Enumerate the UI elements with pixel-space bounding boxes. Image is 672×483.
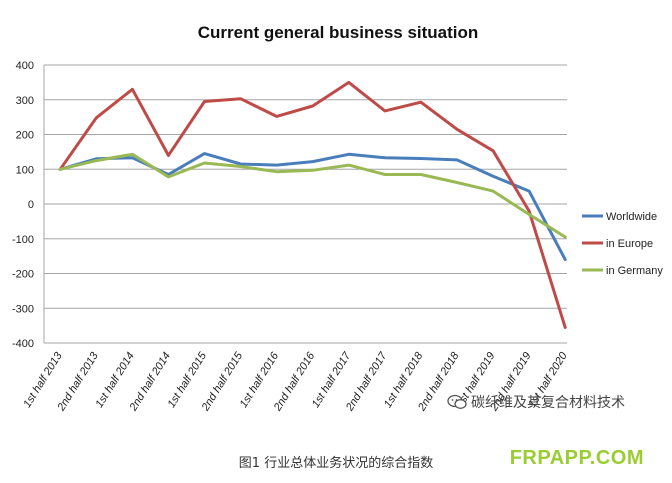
y-tick-label: -400	[12, 338, 34, 350]
legend-label: in Germany	[606, 265, 663, 277]
legend: Worldwide in Europe in Germany	[582, 211, 663, 277]
series-line-3	[58, 152, 567, 239]
y-tick-label: 100	[16, 164, 34, 176]
legend-label: in Europe	[606, 238, 653, 250]
figure-caption: 图1 行业总体业务状况的综合指数	[238, 456, 434, 471]
y-tick-label: 400	[16, 60, 34, 72]
site-logo-text: FRPAPP.COM	[509, 447, 644, 469]
y-tick-label: -200	[12, 269, 34, 281]
gridlines	[43, 64, 567, 344]
y-tick-label: 300	[16, 95, 34, 107]
y-tick-label: -300	[12, 303, 34, 315]
line-chart: Current general business situation 400 30…	[12, 23, 663, 414]
chart-title: Current general business situation	[198, 23, 479, 42]
y-tick-label: 200	[16, 130, 34, 142]
y-tick-label: 0	[28, 199, 34, 211]
series-lines	[58, 80, 567, 329]
watermark: 碳纤维及其复合材料技术	[447, 392, 625, 412]
legend-label: Worldwide	[606, 211, 657, 223]
watermark-text: 碳纤维及其复合材料技术	[471, 395, 625, 411]
series-line-2	[58, 80, 567, 329]
y-axis-ticks: 400 300 200 100 0 -100 -200 -300 -400	[12, 60, 34, 350]
wechat-icon	[447, 394, 467, 410]
y-tick-label: -100	[12, 234, 34, 246]
